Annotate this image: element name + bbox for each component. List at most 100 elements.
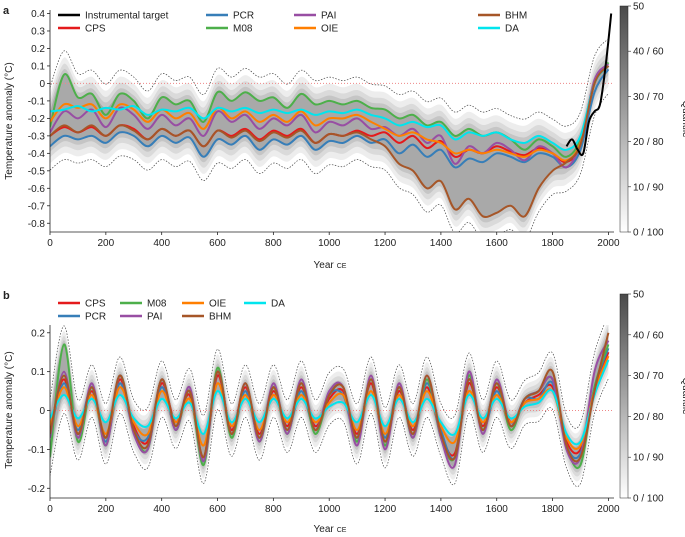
panel-b-colorbar-tick-label: 30 / 70 [633,371,664,382]
panel-b-x-tick-label: 200 [97,504,114,515]
panel-a-y-tick-label: -0.7 [28,201,46,212]
panel-letter-b: b [3,290,10,302]
panel-a-x-label: Year CE [314,260,347,271]
panel-b-band-layer-2 [50,325,609,477]
panel-a-legend-label-oie: OIE [321,24,339,35]
panel-a-x-tick-label: 1800 [541,238,564,249]
panel-b-y-tick-label: 0.2 [31,328,45,339]
panel-a-y-tick-label: -0.8 [28,219,46,230]
panel-b-colorbar-ramp [619,293,629,499]
panel-a-legend: Instrumental target PCR PAI BHM CPS M08 OIE DA [58,11,527,35]
panel-a: 0 200 400 600 800 1000 1200 1400 1600 1800 2000 0.4… [4,9,620,271]
panel-b-x-tick-label: 400 [153,504,170,515]
panel-letter-a: a [3,5,10,17]
panel-a-x-tick-label: 1200 [374,238,397,249]
panel-b-lower-bound [50,378,609,487]
panel-b-series [50,332,610,470]
panel-a-uncertainty-band [50,38,609,232]
panel-b-x-tick-label: 1200 [374,504,397,515]
panel-a-colorbar-tick-label: 10 / 90 [633,182,664,193]
panel-a-colorbar-ramp [619,5,629,233]
panel-a-band-layer-1 [50,45,609,232]
panel-a-colorbar-tick-label: 50 [633,2,645,13]
panel-a-legend-label-pai: PAI [321,11,336,22]
panel-a-series-bhm [50,65,610,218]
panel-a-y-tick-label: 0.1 [31,61,45,72]
panel-b-legend-label-da: DA [271,299,285,310]
panel-a-legend-label-instrumental-target: Instrumental target [85,11,169,22]
panel-a-series-instrumental-target [565,13,613,157]
panel-b-series-bhm [50,332,610,463]
panel-a-x-tick-label: 600 [209,238,226,249]
panel-b-legend-label-cps: CPS [85,299,106,310]
panel-b-x-tick-label: 2000 [597,504,620,515]
panel-b-y-tick-label: 0.1 [31,367,45,378]
panel-a-x-tick-label: 1000 [318,238,341,249]
panel-a-series [50,13,613,218]
panel-a-axes: 0 200 400 600 800 1000 1200 1400 1600 1800 2000 0.4… [28,9,620,249]
panel-a-y-tick-label: -0.1 [28,96,46,107]
panel-b-x-tick-label: 1400 [430,504,453,515]
panel-a-legend-label-da: DA [505,24,519,35]
panel-a-colorbar-tick-label: 40 / 60 [633,47,664,58]
panel-a-colorbar: 50 40 / 60 30 / 70 20 / 80 10 / 90 0 / 100 Qua… [619,2,685,239]
panel-a-y-tick-label: 0.4 [31,9,45,20]
panel-b-colorbar-tick-label: 20 / 80 [633,412,664,423]
panel-b-colorbar-tick-label: 40 / 60 [633,330,664,341]
panel-b-x-tick-label: 1600 [486,504,509,515]
panel-a-y-tick-label: -0.5 [28,166,46,177]
panel-a-band-layer-2 [50,51,609,228]
panel-b-x-tick-label: 1000 [318,504,341,515]
panel-a-x-tick-label: 200 [97,238,114,249]
panel-a-x-tick-label: 0 [47,238,53,249]
panel-a-colorbar-tick-label: 30 / 70 [633,92,664,103]
panel-a-x-tick-label: 400 [153,238,170,249]
panel-a-series-da [50,65,610,151]
panel-a-band-layer-3 [50,57,609,223]
panel-a-colorbar-tick-label: 20 / 80 [633,137,664,148]
panel-b-series-oie [50,355,610,450]
panel-b-legend-label-pai: PAI [147,312,162,323]
panel-a-legend-label-cps: CPS [85,24,106,35]
panel-b-x-label: Year CE [314,524,347,535]
panel-a-x-tick-label: 1600 [486,238,509,249]
panel-a-y-tick-label: -0.6 [28,184,46,195]
panel-b-axes: 0 200 400 600 800 1000 1200 1400 1600 1800 2000 0.2… [28,325,620,515]
panel-a-colorbar-label: Quantile [680,100,685,138]
panel-b: 0 200 400 600 800 1000 1200 1400 1600 1800 2000 0.2… [4,299,620,536]
panel-b-y-tick-label: -0.1 [28,445,46,456]
panel-b-colorbar-tick-label: 10 / 90 [633,453,664,464]
panel-a-y-tick-label: 0.2 [31,44,45,55]
panel-a-legend-label-bhm: BHM [505,11,527,22]
panel-b-colorbar-label: Quantile [680,377,685,415]
panel-a-colorbar-tick-label: 0 / 100 [633,228,664,239]
panel-b-x-tick-label: 0 [47,504,53,515]
panel-b-legend-label-m08: M08 [147,299,167,310]
panel-a-legend-label-pcr: PCR [233,11,254,22]
panel-a-legend-label-m08: M08 [233,24,253,35]
panel-a-x-tick-label: 800 [265,238,282,249]
panel-b-y-tick-label: 0 [39,406,45,417]
panel-a-upper-bound [50,38,609,127]
panel-b-series-da [50,359,610,446]
panel-b-upper-bound [50,325,605,429]
panel-b-legend: CPS M08 OIE DA PCR PAI BHM [58,299,285,323]
panel-a-y-tick-label: 0 [39,79,45,90]
panel-b-colorbar-tick-label: 50 [633,290,645,301]
panel-b-y-label: Temperature anomaly (°C) [4,351,15,468]
panel-a-y-tick-label: 0.3 [31,26,45,37]
panel-a-series-m08 [50,61,610,158]
panel-b-x-tick-label: 1800 [541,504,564,515]
panel-a-x-tick-label: 1400 [430,238,453,249]
panel-a-x-tick-label: 2000 [597,238,620,249]
panel-a-y-label: Temperature anomaly (°C) [4,62,15,179]
panel-b-x-tick-label: 800 [265,504,282,515]
panel-b-y-tick-label: -0.2 [28,484,46,495]
panel-b-legend-label-pcr: PCR [85,312,106,323]
panel-a-y-tick-label: -0.4 [28,149,46,160]
panel-b-colorbar-tick-label: 0 / 100 [633,494,664,505]
panel-b-x-tick-label: 600 [209,504,226,515]
panel-b-legend-label-oie: OIE [209,299,227,310]
panel-b-colorbar: 50 40 / 60 30 / 70 20 / 80 10 / 90 0 / 100 Qua… [619,290,685,505]
